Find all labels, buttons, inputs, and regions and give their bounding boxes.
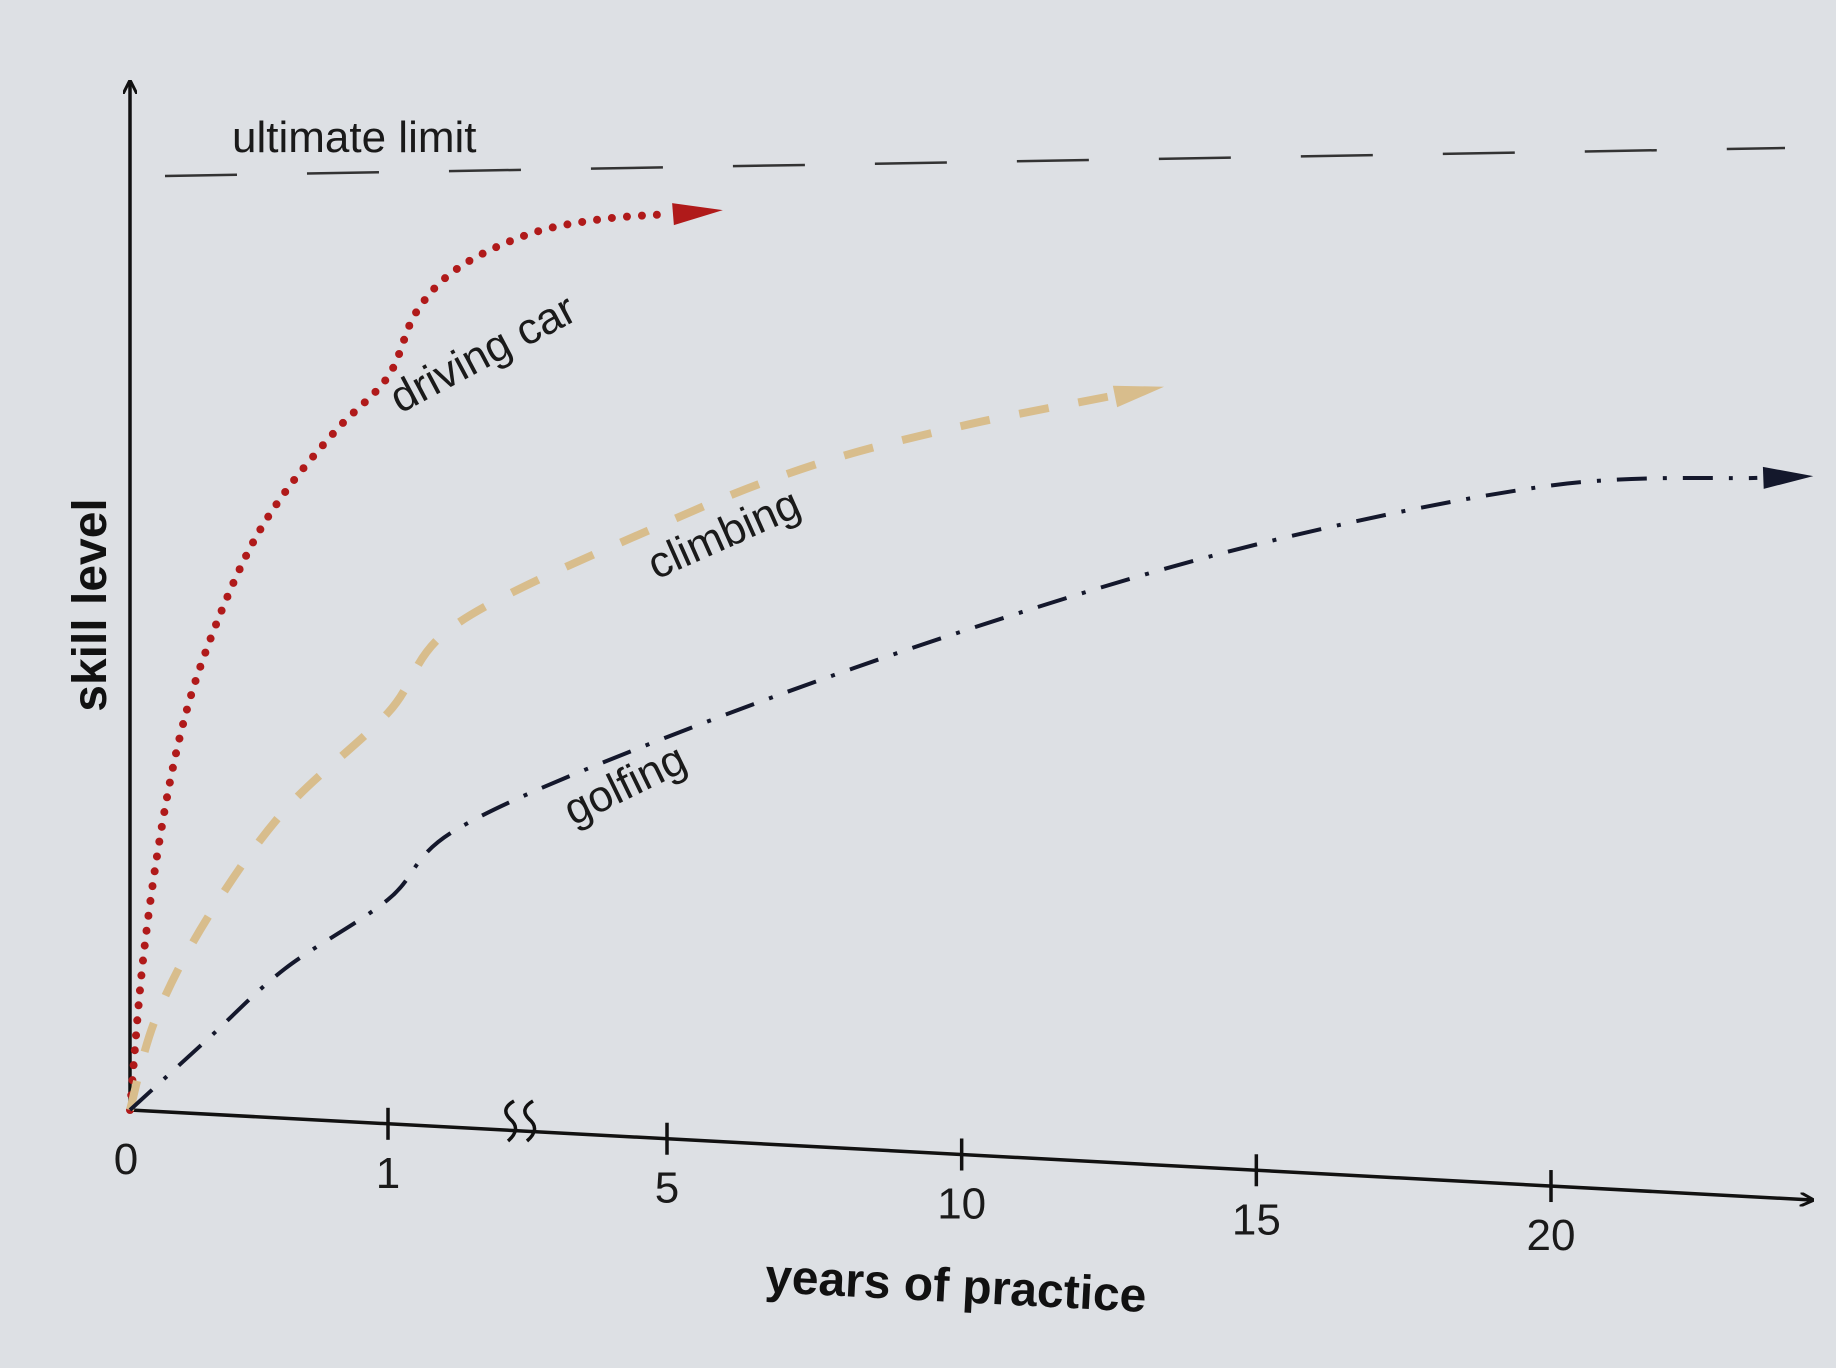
x-tick-label: 15 [1232, 1195, 1281, 1244]
series-label-climbing: climbing [640, 479, 807, 589]
x-tick-label: 20 [1527, 1211, 1576, 1260]
arrowhead-climbing [1112, 385, 1165, 408]
x-tick-label: 0 [114, 1135, 138, 1184]
x-tick-label: 1 [376, 1149, 400, 1198]
series-line-golfing [128, 475, 1758, 1112]
series-label-golfing: golfing [556, 734, 694, 835]
x-axis [129, 1108, 1812, 1200]
series-line-climbing [126, 392, 1110, 1112]
x-axis-title: years of practice [764, 1250, 1148, 1323]
series-label-driving-car: driving car [382, 284, 584, 423]
x-tick-label: 5 [655, 1164, 679, 1213]
axis-break-icon [504, 1099, 537, 1143]
x-tick-label: 10 [937, 1180, 986, 1229]
arrowhead-golfing [1762, 466, 1814, 489]
arrowhead-driving-car [672, 203, 723, 226]
y-axis-title: skill level [64, 498, 117, 712]
ultimate-limit-label: ultimate limit [232, 113, 477, 162]
series-line-driving-car [126, 210, 671, 1114]
